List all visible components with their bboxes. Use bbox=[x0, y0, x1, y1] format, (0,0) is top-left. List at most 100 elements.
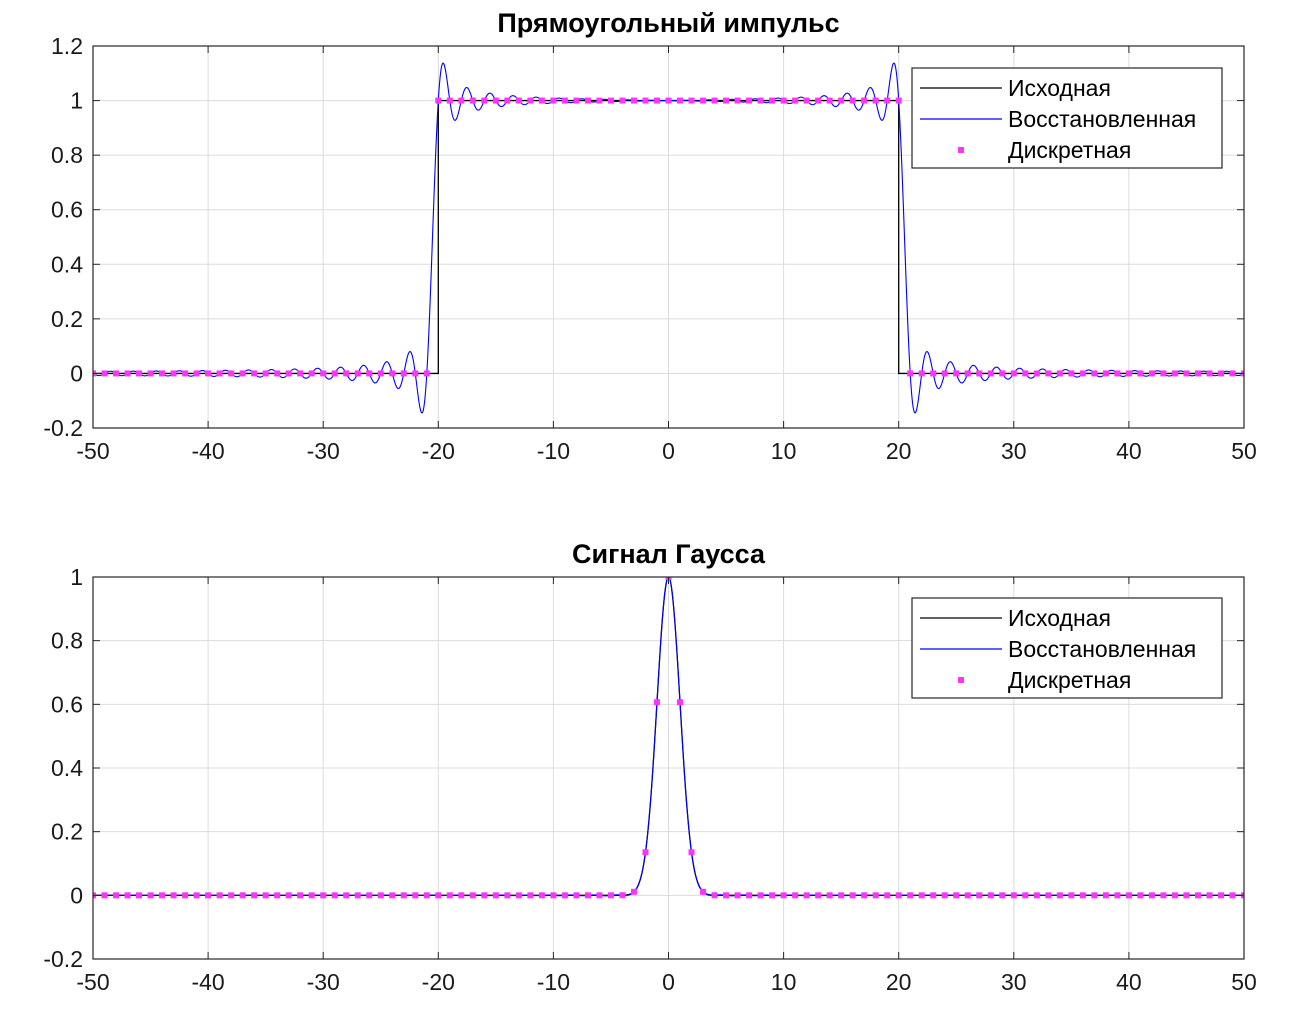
discrete-point bbox=[1010, 370, 1017, 377]
discrete-point bbox=[1079, 370, 1086, 377]
discrete-point bbox=[1229, 370, 1236, 377]
discrete-point bbox=[907, 370, 914, 377]
discrete-point bbox=[504, 892, 511, 899]
discrete-point bbox=[400, 892, 407, 899]
x-tick-label: -40 bbox=[191, 438, 224, 464]
x-tick-label: 30 bbox=[1001, 969, 1027, 995]
discrete-point bbox=[193, 892, 200, 899]
discrete-point bbox=[976, 370, 983, 377]
discrete-point bbox=[999, 892, 1006, 899]
y-tick-label: 0.8 bbox=[51, 628, 83, 654]
discrete-point bbox=[653, 97, 660, 104]
discrete-point bbox=[1183, 370, 1190, 377]
discrete-point bbox=[642, 97, 649, 104]
discrete-point bbox=[1206, 892, 1213, 899]
x-tick-label: -50 bbox=[76, 969, 109, 995]
discrete-point bbox=[826, 97, 833, 104]
legend-label: Дискретная bbox=[1008, 137, 1131, 163]
discrete-point bbox=[769, 892, 776, 899]
discrete-point bbox=[573, 892, 580, 899]
discrete-point bbox=[1217, 370, 1224, 377]
discrete-point bbox=[423, 892, 430, 899]
discrete-point bbox=[976, 892, 983, 899]
discrete-point bbox=[458, 892, 465, 899]
discrete-point bbox=[538, 892, 545, 899]
discrete-point bbox=[1033, 892, 1040, 899]
x-tick-label: -50 bbox=[76, 438, 109, 464]
discrete-point bbox=[216, 892, 223, 899]
discrete-point bbox=[205, 892, 212, 899]
discrete-point bbox=[1045, 892, 1052, 899]
discrete-point bbox=[757, 97, 764, 104]
discrete-point bbox=[1217, 892, 1224, 899]
discrete-point bbox=[941, 370, 948, 377]
discrete-point bbox=[619, 892, 626, 899]
y-tick-label: 1.2 bbox=[51, 33, 83, 59]
discrete-point bbox=[849, 97, 856, 104]
discrete-point bbox=[849, 892, 856, 899]
discrete-point bbox=[400, 370, 407, 377]
discrete-point bbox=[826, 892, 833, 899]
discrete-point bbox=[412, 370, 419, 377]
discrete-point bbox=[688, 849, 695, 856]
x-tick-label: 0 bbox=[662, 969, 675, 995]
x-tick-label: 20 bbox=[886, 438, 912, 464]
discrete-point bbox=[838, 97, 845, 104]
discrete-point bbox=[377, 370, 384, 377]
y-tick-label: -0.2 bbox=[43, 946, 83, 972]
plot-area bbox=[93, 577, 1244, 899]
legend-label: Дискретная bbox=[1008, 667, 1131, 693]
legend-swatch-marker bbox=[958, 677, 964, 683]
discrete-point bbox=[1183, 892, 1190, 899]
x-tick-label: -40 bbox=[191, 969, 224, 995]
x-tick-label: -20 bbox=[422, 438, 455, 464]
discrete-point bbox=[1171, 370, 1178, 377]
discrete-point bbox=[803, 892, 810, 899]
discrete-point bbox=[653, 699, 660, 706]
discrete-point bbox=[619, 97, 626, 104]
discrete-point bbox=[136, 370, 143, 377]
discrete-point bbox=[446, 892, 453, 899]
discrete-point bbox=[815, 892, 822, 899]
discrete-point bbox=[964, 370, 971, 377]
discrete-point bbox=[446, 97, 453, 104]
discrete-point bbox=[101, 892, 108, 899]
discrete-point bbox=[435, 892, 442, 899]
discrete-point bbox=[366, 370, 373, 377]
discrete-point bbox=[435, 97, 442, 104]
legend-label: Исходная bbox=[1008, 605, 1111, 631]
discrete-point bbox=[205, 370, 212, 377]
discrete-point bbox=[550, 97, 557, 104]
x-tick-label: -30 bbox=[307, 969, 340, 995]
discrete-point bbox=[723, 97, 730, 104]
discrete-point bbox=[182, 892, 189, 899]
legend[interactable]: Исходная Восстановленная Дискретная bbox=[911, 597, 1223, 699]
y-tick-label: 0.8 bbox=[51, 142, 83, 168]
discrete-point bbox=[861, 892, 868, 899]
discrete-point bbox=[423, 370, 430, 377]
x-tick-label: 20 bbox=[886, 969, 912, 995]
x-tick-label: -10 bbox=[537, 969, 570, 995]
discrete-point bbox=[136, 892, 143, 899]
discrete-point bbox=[239, 370, 246, 377]
discrete-point bbox=[124, 370, 131, 377]
y-tick-label: 0.4 bbox=[51, 251, 83, 277]
discrete-point bbox=[700, 97, 707, 104]
discrete-point bbox=[481, 97, 488, 104]
x-tick-label: 40 bbox=[1116, 438, 1142, 464]
discrete-point bbox=[538, 97, 545, 104]
discrete-point bbox=[527, 892, 534, 899]
discrete-point bbox=[803, 97, 810, 104]
discrete-point bbox=[124, 892, 131, 899]
discrete-point bbox=[389, 892, 396, 899]
discrete-point bbox=[1022, 892, 1029, 899]
discrete-point bbox=[584, 97, 591, 104]
discrete-point bbox=[596, 97, 603, 104]
discrete-point bbox=[354, 892, 361, 899]
discrete-point bbox=[792, 97, 799, 104]
legend[interactable]: Исходная Восстановленная Дискретная bbox=[911, 67, 1223, 169]
discrete-point bbox=[930, 892, 937, 899]
discrete-point bbox=[861, 97, 868, 104]
discrete-point bbox=[734, 892, 741, 899]
